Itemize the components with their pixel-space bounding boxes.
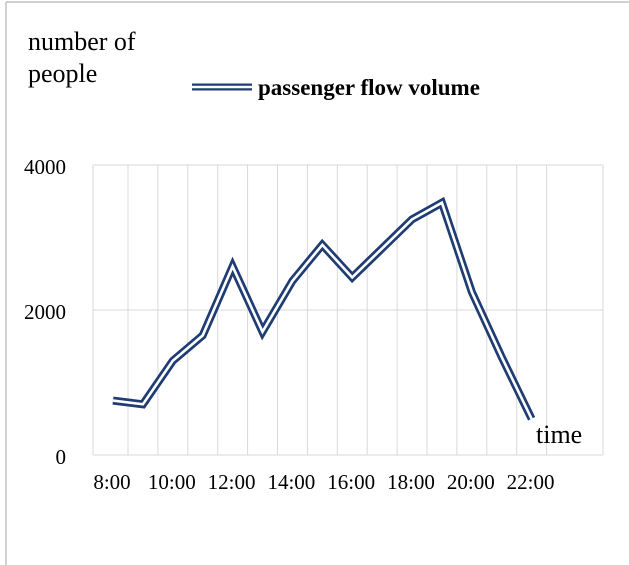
legend-label: passenger flow volume — [258, 75, 480, 100]
legend: passenger flow volume — [192, 75, 480, 100]
y-axis-ticks: 0 2000 4000 — [24, 155, 66, 469]
x-tick-label: 20:00 — [447, 470, 495, 494]
x-tick-label: 10:00 — [148, 470, 196, 494]
y-axis-label-line1: number of — [28, 27, 136, 56]
series-line-inner — [112, 200, 533, 420]
y-axis-label-line2: people — [28, 59, 97, 88]
y-tick-label: 2000 — [24, 300, 66, 324]
x-axis-ticks: 8:00 10:00 12:00 14:00 16:00 18:00 20:00 22:00 — [93, 470, 554, 494]
x-axis-label: time — [536, 420, 582, 449]
series-line-outer — [112, 196, 536, 421]
x-tick-label: 8:00 — [93, 470, 130, 494]
y-tick-label: 0 — [56, 445, 67, 469]
series-passenger-flow-volume — [112, 196, 536, 421]
x-tick-label: 16:00 — [327, 470, 375, 494]
x-tick-label: 12:00 — [208, 470, 256, 494]
x-tick-label: 22:00 — [507, 470, 555, 494]
x-tick-label: 18:00 — [387, 470, 435, 494]
x-tick-label: 14:00 — [267, 470, 315, 494]
y-tick-label: 4000 — [24, 155, 66, 179]
